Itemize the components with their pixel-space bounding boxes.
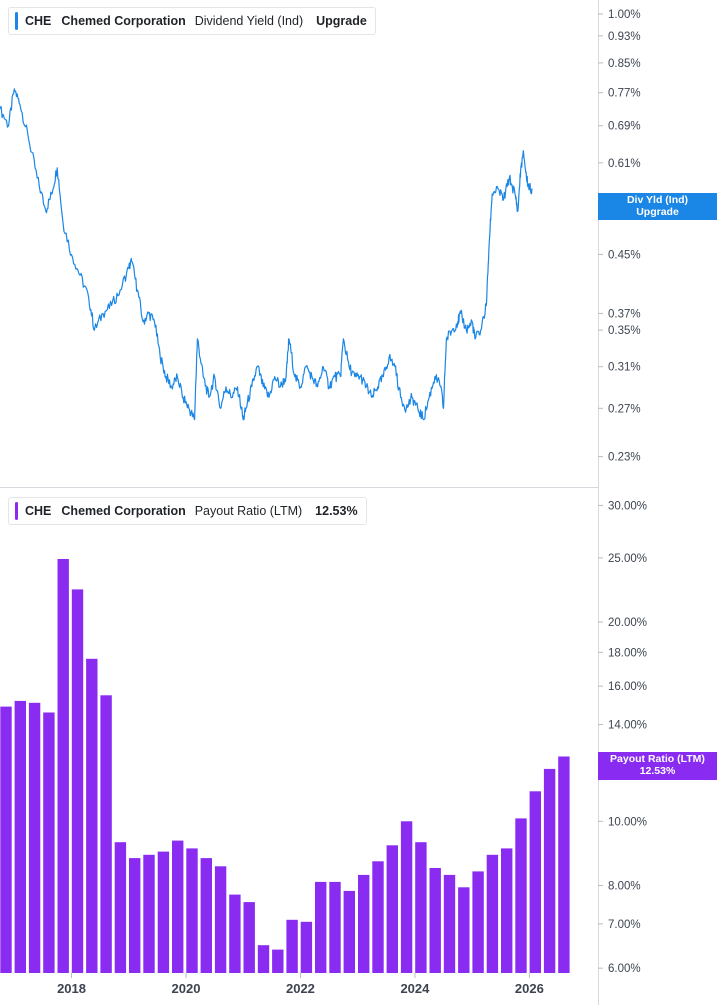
payout-y-tick-label: 7.00% (608, 919, 641, 931)
payout-bar[interactable] (157, 851, 170, 973)
payout-y-tick-label: 30.00% (608, 500, 647, 512)
payout-bar[interactable] (143, 854, 155, 973)
yield-y-tick-label: 0.93% (608, 31, 641, 43)
yield-y-tick-label: 0.85% (608, 58, 641, 70)
payout-bar[interactable] (0, 706, 12, 973)
x-tick-label: 2020 (172, 981, 201, 996)
payout-bar[interactable] (100, 695, 112, 973)
payout-bar[interactable] (71, 589, 84, 973)
payout-y-tick-label: 20.00% (608, 617, 647, 629)
payout-bar[interactable] (200, 858, 212, 973)
payout-bar[interactable] (543, 768, 556, 973)
legend-company: Chemed Corporation (61, 504, 186, 518)
payout-bar[interactable] (458, 887, 470, 973)
yield-y-tick-label: 0.35% (608, 325, 641, 337)
payout-bar[interactable] (28, 702, 41, 973)
payout-bar[interactable] (486, 854, 499, 973)
payout-bar[interactable] (243, 902, 255, 973)
payout-bar[interactable] (43, 712, 55, 974)
payout-y-tick-label: 8.00% (608, 880, 641, 892)
dividend-yield-panel[interactable]: 1.00% 0.93% 0.85% 0.77% 0.69% 0.61% 0.45% 0.37%… (0, 0, 717, 487)
payout-bar[interactable] (300, 921, 313, 973)
legend-value: 12.53% (315, 504, 358, 518)
tag-value: 12.53% (639, 765, 676, 777)
payout-bar[interactable] (272, 949, 284, 973)
payout-y-tick-label: 14.00% (608, 720, 647, 732)
payout-bar[interactable] (415, 842, 427, 973)
payout-bar[interactable] (14, 700, 26, 973)
tag-label: Payout Ratio (LTM) (610, 753, 705, 765)
tag-label: Div Yld (Ind) (626, 194, 689, 206)
yield-y-tick-label: 0.69% (608, 121, 641, 133)
dividend-yield-line[interactable] (0, 88, 533, 421)
payout-bar[interactable] (186, 848, 198, 973)
yield-y-tick-label: 0.61% (608, 158, 641, 170)
yield-y-tick-label: 0.37% (608, 308, 641, 320)
dividend-yield-chart[interactable]: 1.00% 0.93% 0.85% 0.77% 0.69% 0.61% 0.45% 0.37%… (0, 0, 717, 487)
yield-y-tick-label: 0.31% (608, 362, 641, 374)
payout-bar[interactable] (529, 791, 541, 973)
legend-metric: Dividend Yield (Ind) (194, 14, 304, 28)
legend-ticker: CHE (25, 504, 52, 518)
payout-bar[interactable] (114, 842, 127, 973)
yield-y-tick-label: 1.00% (608, 9, 641, 21)
series-color-swatch (15, 502, 18, 520)
payout-bar[interactable] (229, 894, 241, 973)
tag-value: Upgrade (636, 206, 679, 218)
payout-bar[interactable] (472, 871, 484, 973)
payout-bar[interactable] (343, 890, 355, 973)
yield-y-tick-label: 0.27% (608, 403, 641, 415)
payout-y-tick-label: 18.00% (608, 647, 647, 659)
x-tick-label: 2026 (515, 981, 544, 996)
payout-ratio-chart[interactable]: 30.00% 25.00% 20.00% 18.00% 16.00% 14.00% 10.0… (0, 488, 717, 1005)
legend-metric: Payout Ratio (LTM) (194, 504, 303, 518)
payout-ratio-value-tag: Payout Ratio (LTM) 12.53% (598, 752, 717, 780)
payout-bar[interactable] (429, 868, 441, 973)
payout-bar[interactable] (501, 848, 513, 973)
yield-y-tick-label: 0.77% (608, 88, 641, 100)
payout-bar[interactable] (257, 945, 270, 973)
payout-bar[interactable] (558, 756, 570, 974)
dividend-yield-value-tag: Div Yld (Ind) Upgrade (598, 193, 717, 220)
payout-bar[interactable] (386, 845, 398, 973)
payout-ratio-legend[interactable]: CHE Chemed Corporation Payout Ratio (LTM… (8, 497, 367, 525)
x-tick-label: 2022 (286, 981, 315, 996)
payout-ratio-panel[interactable]: 30.00% 25.00% 20.00% 18.00% 16.00% 14.00% 10.0… (0, 488, 717, 1005)
payout-y-tick-label: 25.00% (608, 553, 647, 565)
payout-bar[interactable] (286, 919, 298, 973)
yield-y-tick-label: 0.23% (608, 452, 641, 464)
payout-bar[interactable] (214, 866, 227, 973)
payout-bar[interactable] (86, 658, 98, 973)
payout-y-tick-label: 16.00% (608, 681, 647, 693)
payout-bar[interactable] (515, 818, 527, 973)
payout-y-tick-label: 6.00% (608, 963, 641, 975)
dividend-yield-legend[interactable]: CHE Chemed Corporation Dividend Yield (I… (8, 7, 376, 35)
panel-divider[interactable] (0, 487, 598, 488)
payout-bar[interactable] (172, 840, 184, 973)
payout-bar[interactable] (400, 821, 413, 973)
payout-bar[interactable] (315, 881, 327, 973)
x-tick-label: 2024 (400, 981, 430, 996)
payout-bar[interactable] (372, 861, 384, 973)
payout-bar[interactable] (443, 874, 456, 973)
payout-bar[interactable] (129, 858, 141, 973)
series-color-swatch (15, 12, 18, 30)
legend-company: Chemed Corporation (61, 14, 186, 28)
y-axis-line (598, 0, 599, 1005)
payout-bar[interactable] (329, 881, 341, 973)
payout-y-tick-label: 10.00% (608, 816, 647, 828)
yield-y-tick-label: 0.45% (608, 249, 641, 261)
x-tick-label: 2018 (57, 981, 86, 996)
payout-bar[interactable] (358, 874, 370, 973)
legend-ticker: CHE (25, 14, 52, 28)
payout-bar[interactable] (57, 559, 69, 973)
legend-upgrade-link[interactable]: Upgrade (316, 14, 367, 28)
